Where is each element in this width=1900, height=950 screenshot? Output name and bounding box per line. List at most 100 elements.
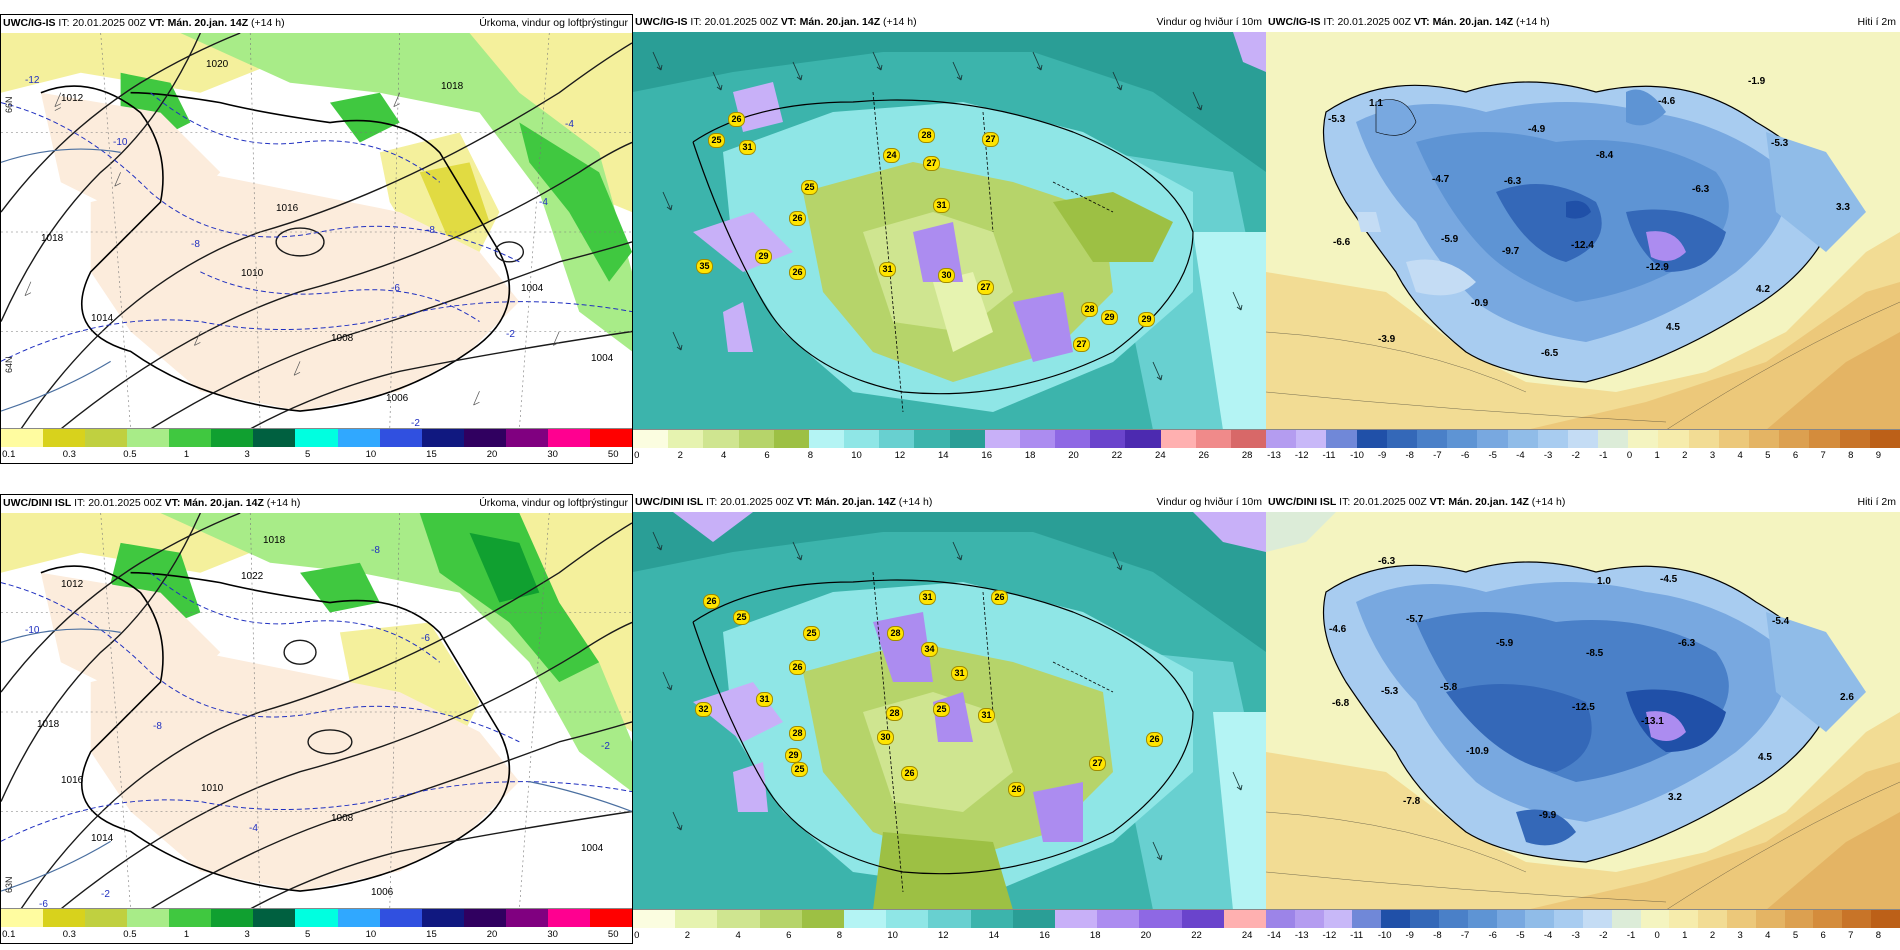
temp-contour-label: -6 <box>39 899 48 909</box>
colorbar-tick-label: -11 <box>1350 930 1364 941</box>
colorbar-tick-label: 26 <box>1198 450 1210 461</box>
temp-contour-label: -2 <box>506 329 515 340</box>
isobar-label: 1016 <box>61 775 84 786</box>
colorbar-tick-label: 3 <box>244 449 250 460</box>
model-name: UWC/IG-IS <box>635 16 688 28</box>
product-title: Hiti í 2m <box>1857 16 1896 28</box>
gust-label: 26 <box>789 211 806 226</box>
colorbar-cell <box>1809 430 1840 448</box>
panel-temp-igis: UWC/IG-IS IT: 20.01.2025 00Z VT: Mán. 20… <box>1266 14 1900 464</box>
colorbar-tick-label: -11 <box>1322 450 1336 461</box>
colorbar-cell <box>1139 910 1182 928</box>
colorbar-tick-label: 24 <box>1155 450 1166 461</box>
gust-label: 32 <box>695 702 712 717</box>
gust-label: 25 <box>801 180 818 195</box>
precip-map: 1022 1018 1018 1016 1014 1012 1010 1008 … <box>1 513 632 909</box>
colorbar-tick-label: 1 <box>183 449 190 460</box>
colorbar-tick-label: -1 <box>1626 930 1636 941</box>
colorbar-tick-label: -14 <box>1267 930 1281 941</box>
lead-time: (+14 h) <box>251 17 285 29</box>
colorbar-tick-label: -9 <box>1377 450 1387 461</box>
precip-map: 1020 1018 1018 1016 1014 1012 1010 1008 … <box>1 33 632 429</box>
colorbar-cell <box>1669 910 1699 928</box>
gust-label: 26 <box>1146 732 1163 747</box>
colorbar-tick-label: 50 <box>607 449 619 460</box>
isobar-label: 1008 <box>331 813 354 824</box>
colorbar-tick-label: 4 <box>735 930 741 941</box>
colorbar-cell <box>879 430 915 448</box>
colorbar-cell <box>633 910 676 928</box>
colorbar-cell <box>1230 430 1267 448</box>
product-title: Úrkoma, vindur og loftþrýstingur <box>479 17 628 29</box>
gust-label: 26 <box>991 590 1008 605</box>
temp-value: -5.9 <box>1441 234 1459 245</box>
init-time: 20.01.2025 00Z <box>88 497 162 509</box>
colorbar-cell <box>1160 430 1196 448</box>
colorbar-cell <box>844 430 880 448</box>
colorbar-tick-label: -8 <box>1433 930 1442 941</box>
colorbar-cell <box>463 429 506 447</box>
colorbar-cell <box>1097 910 1140 928</box>
colorbar-cell <box>703 430 739 448</box>
init-time: 20.01.2025 00Z <box>72 17 146 29</box>
colorbar-tick-label: -13 <box>1267 450 1281 461</box>
precip-map-svg <box>1 33 632 429</box>
temp-value: -5.8 <box>1440 682 1458 693</box>
colorbar-cell <box>1181 910 1224 928</box>
panel-temp-dini: UWC/DINI ISL IT: 20.01.2025 00Z VT: Mán.… <box>1266 494 1900 944</box>
lead-time: (+14 h) <box>1531 496 1566 508</box>
temp-map-svg <box>1266 32 1900 430</box>
colorbar-cell <box>633 430 669 448</box>
colorbar-cell <box>1537 430 1568 448</box>
gust-label: 31 <box>756 692 773 707</box>
colorbar-cell <box>1628 430 1659 448</box>
colorbar-tick-label: 3 <box>1709 450 1716 461</box>
colorbar-tick-label: 18 <box>1024 450 1036 461</box>
init-time: 20.01.2025 00Z <box>720 496 794 508</box>
precip-colorbar <box>1 428 632 447</box>
colorbar-cell <box>589 909 632 927</box>
colorbar-tick-label: 3 <box>1737 930 1743 941</box>
colorbar-cell <box>295 429 338 447</box>
colorbar-tick-label: -4 <box>1543 930 1553 941</box>
colorbar-cell <box>1 429 44 447</box>
colorbar-tick-label: -6 <box>1488 930 1497 941</box>
isobar-label: 1006 <box>386 393 409 404</box>
colorbar-cell <box>1869 430 1900 448</box>
gust-label: 28 <box>789 726 806 741</box>
isobar-label: 1014 <box>91 313 114 324</box>
gust-label: 34 <box>921 642 938 657</box>
gust-label: 27 <box>977 280 994 295</box>
colorbar-tick-label: -13 <box>1294 930 1309 941</box>
temp-value: 4.2 <box>1756 284 1770 295</box>
colorbar-tick-label: 5 <box>1765 450 1771 461</box>
colorbar-tick-label: 0.1 <box>2 929 16 940</box>
product-title: Hiti í 2m <box>1857 496 1896 508</box>
colorbar-cell <box>1125 430 1161 448</box>
panel-precip-dini: UWC/DINI ISL IT: 20.01.2025 00Z VT: Mán.… <box>0 494 633 944</box>
lead-time: (+14 h) <box>898 496 933 508</box>
temp-value: -12.4 <box>1571 240 1594 251</box>
isobar-label: 1004 <box>591 353 614 364</box>
colorbar-tick-label: -12 <box>1294 450 1309 461</box>
colorbar-tick-label: 14 <box>988 930 1000 941</box>
temp-value: 4.5 <box>1666 322 1680 333</box>
isobar-label: 1012 <box>61 93 84 104</box>
colorbar-cell <box>1447 430 1478 448</box>
lead-time: (+14 h) <box>883 16 917 28</box>
temp-value: -5.3 <box>1771 138 1789 149</box>
colorbar-cell <box>127 429 170 447</box>
colorbar-tick-label: 28 <box>1241 450 1253 461</box>
colorbar-cell <box>253 429 296 447</box>
colorbar-cell <box>547 909 590 927</box>
temp-value: -13.1 <box>1641 716 1664 727</box>
colorbar-cell <box>984 430 1020 448</box>
colorbar-cell <box>1718 430 1749 448</box>
temp-colorbar <box>1266 909 1900 928</box>
colorbar-tick-label: 8 <box>1875 930 1882 941</box>
gust-label: 25 <box>708 133 725 148</box>
colorbar-tick-label: 0 <box>1626 450 1633 461</box>
temp-contour-label: -2 <box>411 418 420 429</box>
panel-header: UWC/DINI ISL IT: 20.01.2025 00Z VT: Mán.… <box>1266 494 1900 511</box>
colorbar-cell <box>844 910 887 928</box>
